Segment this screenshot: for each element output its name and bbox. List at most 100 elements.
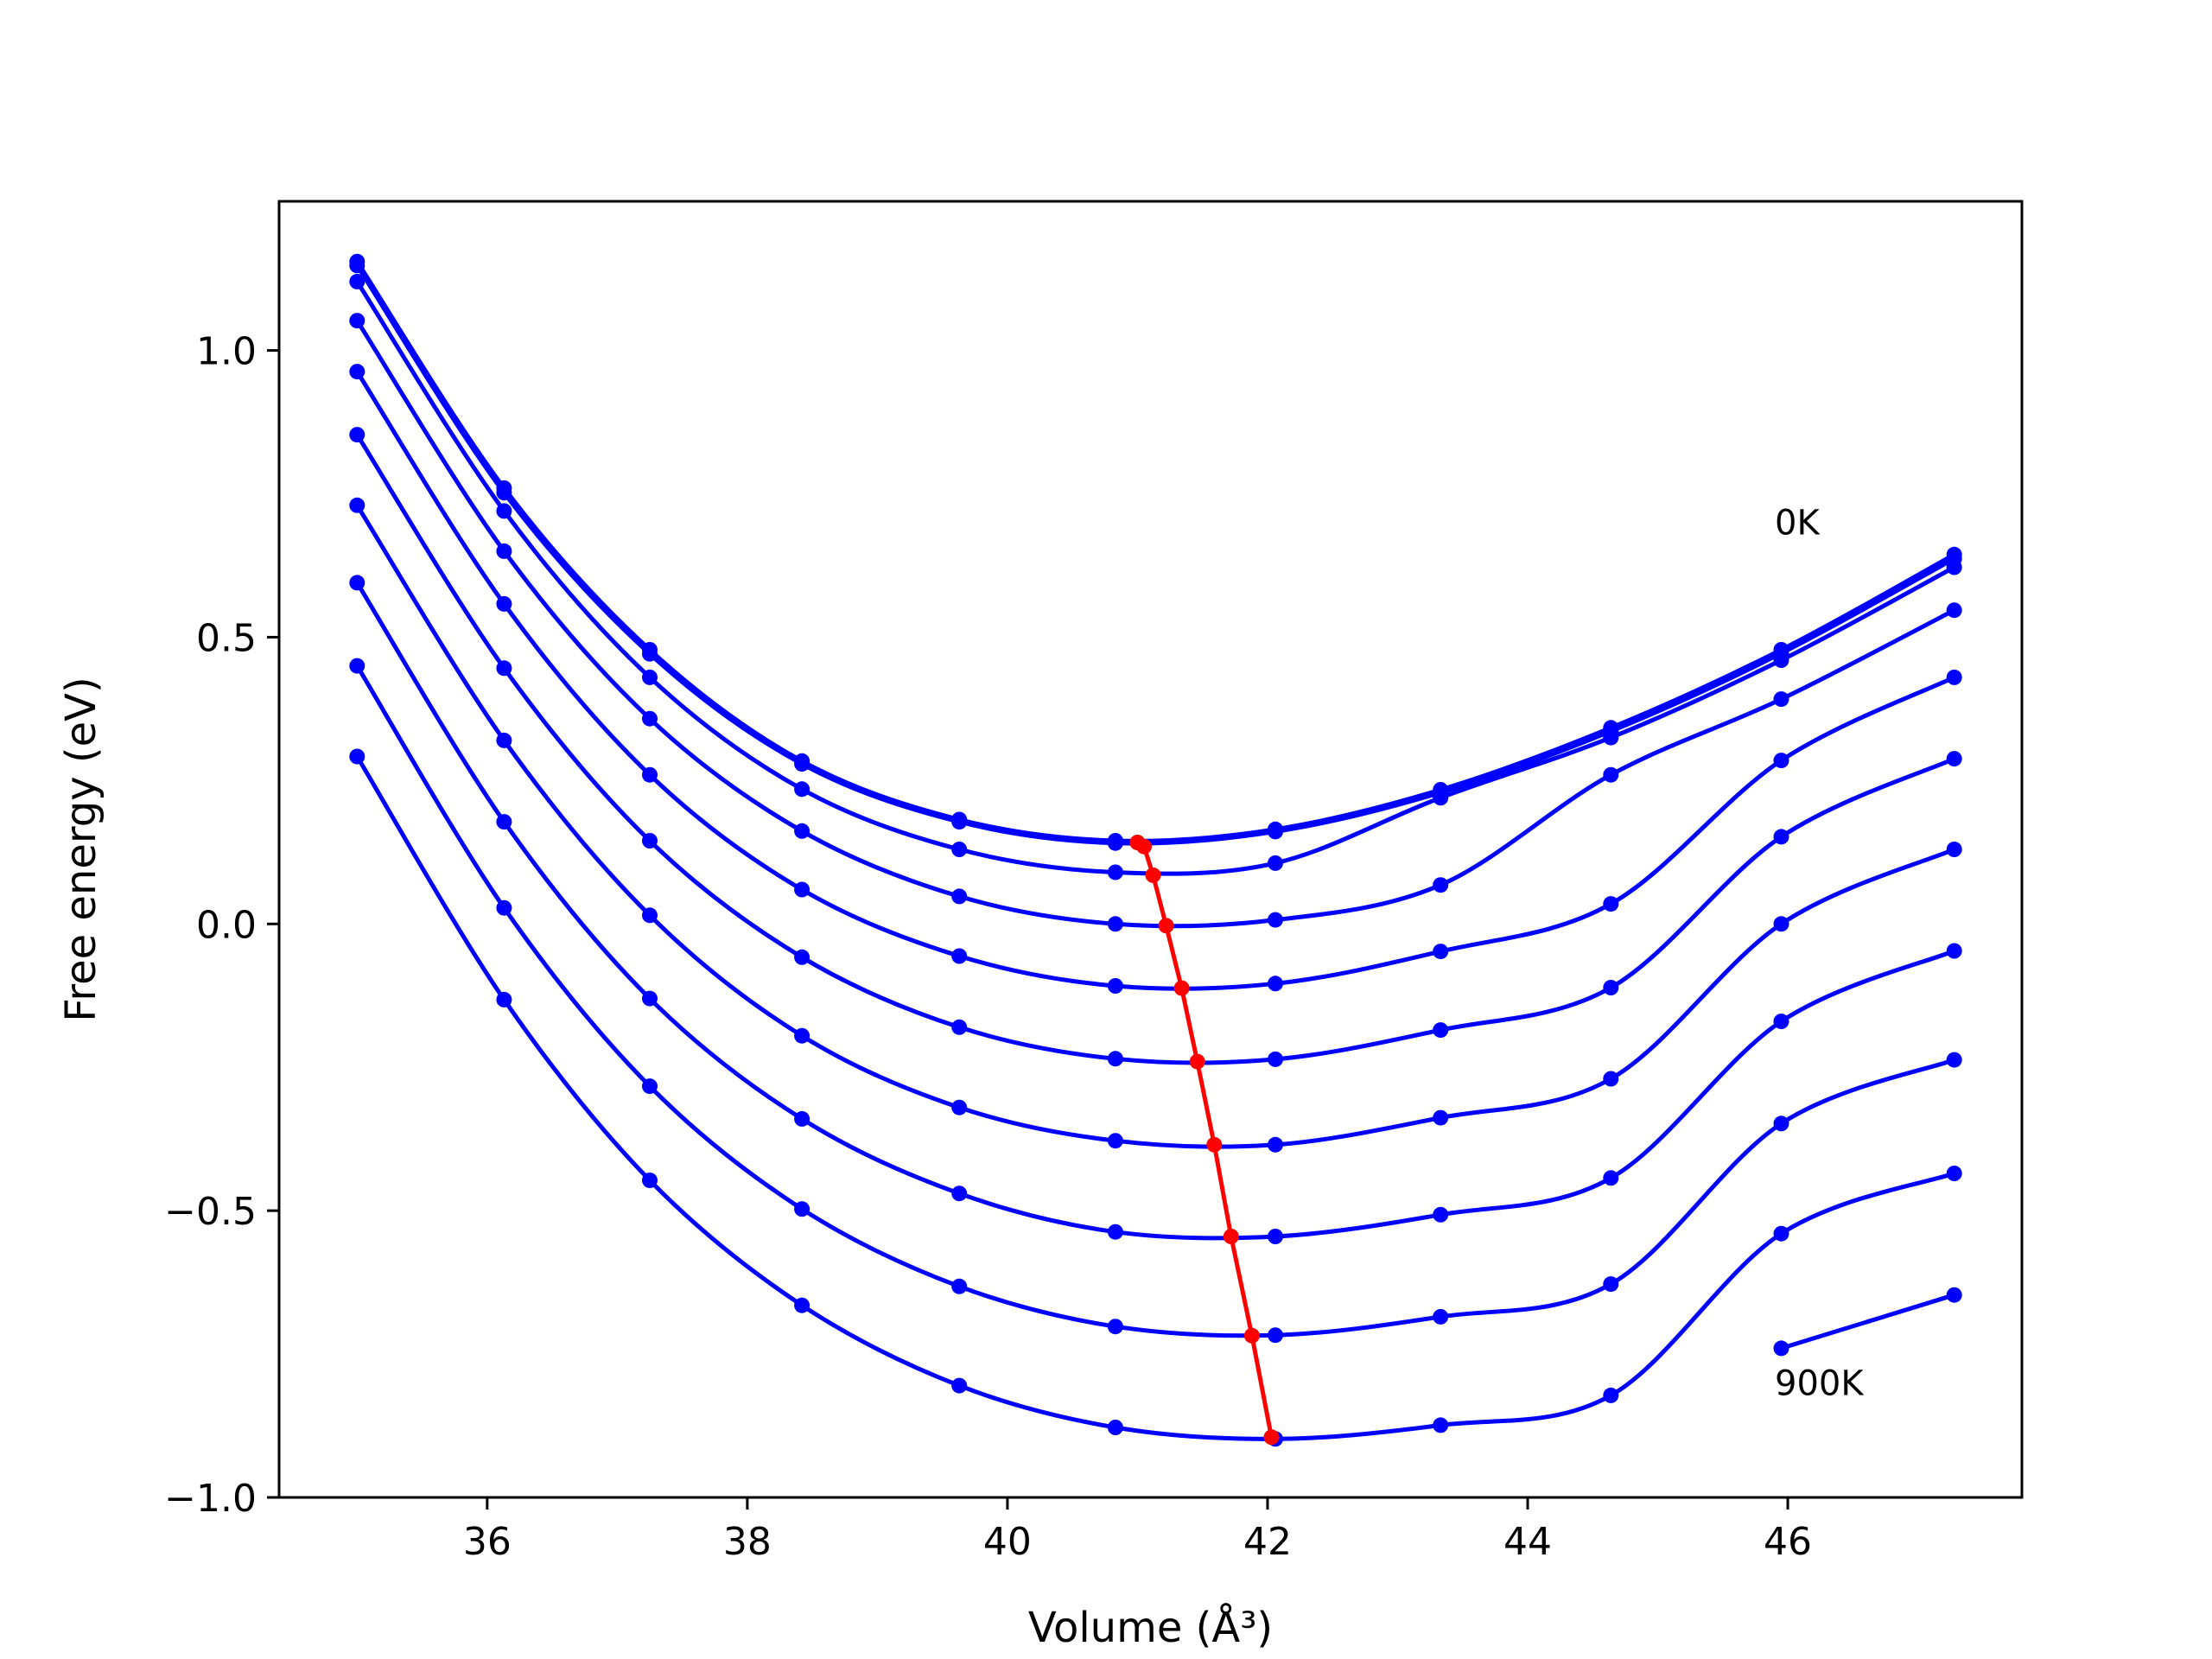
curve-8-point-8: [1603, 1276, 1619, 1293]
curve-4-point-2: [642, 766, 658, 783]
curve-6-point-0: [349, 497, 365, 513]
curve-6-point-2: [642, 907, 658, 924]
curve-5: [355, 433, 1955, 1065]
curve-5-point-6: [1268, 1051, 1283, 1067]
curve-9-point-7: [1433, 1417, 1449, 1433]
minimum-point-4: [1173, 980, 1190, 996]
curve-4-point-7: [1433, 944, 1449, 960]
minima-layer: [1129, 835, 1280, 1446]
x-tick-label-5: 46: [1764, 1520, 1812, 1564]
curve-3-point-7: [1433, 877, 1449, 893]
curve-2-point-3: [794, 781, 810, 798]
curve-2-point-2: [642, 669, 658, 685]
curve-5-point-2: [642, 833, 658, 849]
y-tick-label-0: 1.0: [196, 330, 257, 374]
curve-2-point-6: [1268, 855, 1283, 871]
curve-10: [1780, 1293, 1955, 1351]
curve-3-point-8: [1603, 766, 1619, 783]
curve-7-point-0: [349, 575, 365, 591]
curve-6-point-9: [1773, 916, 1789, 932]
curve-4-point-9: [1773, 753, 1789, 769]
curve-9-point-4: [951, 1377, 968, 1394]
x-tick-label-1: 38: [723, 1520, 772, 1564]
curve-7-point-6: [1268, 1229, 1283, 1244]
curve-3-point-10: [1946, 602, 1962, 619]
minimum-point-3: [1158, 918, 1174, 934]
minimum-point-2: [1145, 867, 1161, 883]
curve-3-point-0: [349, 313, 365, 329]
y-axis-ticks: 1.0 0.5 0.0 −0.5 −1.0: [164, 330, 279, 1521]
y-axis-label: Free energy (eV): [57, 677, 105, 1021]
curve-1-point-0: [349, 257, 365, 274]
curve-6-point-7: [1433, 1109, 1449, 1126]
x-tick-label-3: 42: [1243, 1520, 1292, 1564]
curve-9-point-5: [1107, 1420, 1123, 1435]
curve-2-point-8: [1603, 729, 1619, 746]
curves-layer: [349, 253, 1962, 1447]
minima-line: [1136, 840, 1274, 1438]
curve-8-point-2: [642, 1078, 658, 1095]
x-tick-label-4: 44: [1503, 1520, 1552, 1564]
curve-5-point-0: [349, 427, 365, 443]
minimum-point-5: [1189, 1053, 1205, 1070]
curve-4-point-1: [496, 595, 512, 612]
curve-8-point-7: [1433, 1308, 1449, 1325]
curve-5-point-5: [1107, 1051, 1123, 1067]
curve-4-point-3: [794, 881, 810, 898]
curve-7-point-4: [951, 1185, 968, 1202]
curve-7-point-7: [1433, 1206, 1449, 1223]
y-tick-label-2: 0.0: [196, 903, 257, 947]
curve-7-point-2: [642, 990, 658, 1007]
curve-6: [355, 504, 1955, 1149]
curve-9: [355, 755, 1955, 1441]
curve-8-point-3: [794, 1201, 810, 1217]
curve-8-point-6: [1268, 1327, 1283, 1344]
curve-2-point-7: [1433, 790, 1449, 806]
curve-1-point-3: [794, 756, 810, 772]
plot-frame: [277, 200, 2024, 1499]
curve-5-point-7: [1433, 1022, 1449, 1039]
annotation-900k: 900K: [1775, 1363, 1865, 1403]
curve-7-point-8: [1603, 1170, 1619, 1186]
curve-10-point-0: [1773, 1340, 1789, 1357]
curve-10-point-1: [1946, 1287, 1962, 1303]
curve-1-point-2: [642, 645, 658, 662]
curve-3-point-1: [496, 543, 512, 559]
curve-6-point-5: [1107, 1133, 1123, 1149]
curve-4-point-4: [951, 948, 968, 964]
curve-2-point-4: [951, 842, 968, 857]
curve-5-point-9: [1773, 829, 1789, 845]
curve-7-point-9: [1773, 1014, 1789, 1030]
x-axis-label: Volume (Å³): [1028, 1603, 1273, 1652]
curve-3-point-5: [1107, 916, 1123, 932]
curve-6-point-1: [496, 732, 512, 748]
y-tick-label-4: −1.0: [164, 1477, 257, 1521]
x-axis-ticks: 36 38 40 42 44 46: [463, 1497, 1812, 1564]
curve-9-point-8: [1603, 1387, 1619, 1403]
minimum-point-9: [1263, 1429, 1280, 1446]
curve-5-point-8: [1603, 980, 1619, 995]
curve-6-point-4: [951, 1099, 968, 1116]
curve-7-point-5: [1107, 1224, 1123, 1240]
curve-6-point-3: [794, 1027, 810, 1044]
minimum-point-6: [1206, 1136, 1223, 1153]
curve-1-point-5: [1107, 835, 1123, 851]
curve-3-point-2: [642, 710, 658, 727]
curve-2-point-0: [349, 273, 365, 289]
curve-4-point-5: [1107, 978, 1123, 994]
minimum-point-1: [1136, 838, 1152, 855]
minimum-point-8: [1243, 1327, 1260, 1344]
curve-2-point-5: [1107, 864, 1123, 880]
curve-5-point-3: [794, 949, 810, 965]
curve-8: [355, 664, 1955, 1338]
y-tick-label-3: −0.5: [164, 1190, 257, 1234]
curve-7-point-10: [1946, 943, 1962, 959]
curve-8-point-10: [1946, 1052, 1962, 1068]
curve-9-point-10: [1946, 1166, 1962, 1181]
curve-6-point-6: [1268, 1136, 1283, 1153]
curve-3-point-4: [951, 888, 968, 905]
curve-4-point-8: [1603, 896, 1619, 912]
curve-6-point-8: [1603, 1071, 1619, 1087]
